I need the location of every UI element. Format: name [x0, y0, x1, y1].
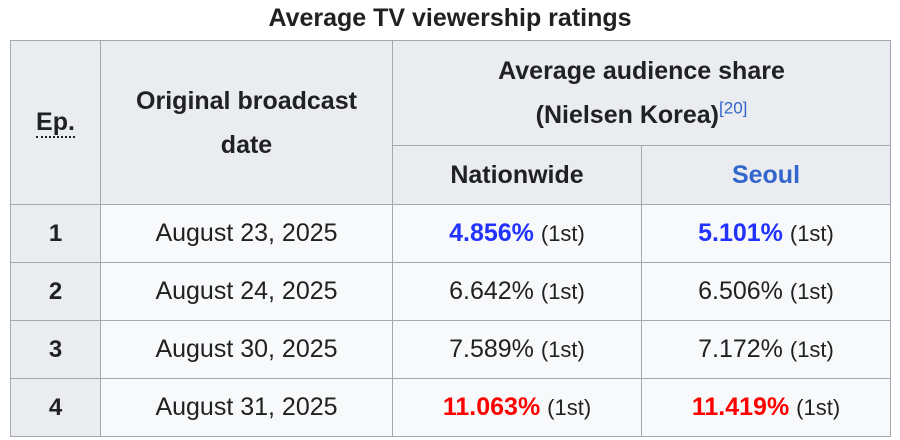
reference-link[interactable]: [20] [719, 98, 748, 118]
nationwide-cell: 7.589% (1st) [392, 320, 642, 379]
header-row-sub: Nationwide Seoul [11, 145, 891, 205]
seoul-value-lowest: 5.101% [698, 219, 783, 247]
table-caption: Average TV viewership ratings [268, 4, 632, 32]
date-cell: August 30, 2025 [100, 320, 393, 379]
nationwide-cell: 11.063% (1st) [392, 378, 642, 437]
seoul-value: 7.172% [698, 335, 783, 363]
nationwide-value-lowest: 4.856% [449, 219, 534, 247]
nationwide-value: 7.589% [449, 335, 534, 363]
seoul-rank: (1st) [789, 337, 834, 362]
seoul-cell: 7.172% (1st) [641, 320, 891, 379]
audience-header: Average audience share (Nielsen Korea)[2… [392, 40, 891, 146]
nationwide-rank: (1st) [547, 395, 592, 420]
ep-cell: 3 [10, 320, 101, 379]
date-cell: August 24, 2025 [100, 262, 393, 321]
date-cell: August 23, 2025 [100, 204, 393, 263]
audience-header-line1: Average audience share [498, 57, 785, 85]
nationwide-header: Nationwide [392, 145, 642, 205]
seoul-value: 6.506% [698, 277, 783, 305]
table-row: 4 August 31, 2025 11.063% (1st) 11.419% … [10, 378, 891, 437]
audience-header-line2-wrap: (Nielsen Korea)[20] [393, 93, 890, 137]
table-row: 2 August 24, 2025 6.642% (1st) 6.506% (1… [10, 262, 891, 321]
seoul-value-highest: 11.419% [691, 393, 790, 421]
nationwide-rank: (1st) [540, 279, 585, 304]
seoul-cell: 11.419% (1st) [641, 378, 891, 437]
seoul-rank: (1st) [789, 279, 834, 304]
date-cell: August 31, 2025 [100, 378, 393, 437]
date-header: Original broadcast date [100, 40, 393, 205]
ratings-table: Ep. Original broadcast date Average audi… [10, 40, 891, 437]
nationwide-cell: 4.856% (1st) [392, 204, 642, 263]
nationwide-rank: (1st) [540, 337, 585, 362]
ep-header-abbr[interactable]: Ep. [36, 107, 75, 138]
audience-header-line2: (Nielsen Korea) [535, 101, 720, 129]
seoul-rank: (1st) [789, 221, 834, 246]
nationwide-cell: 6.642% (1st) [392, 262, 642, 321]
date-header-line1: Original broadcast [136, 86, 357, 115]
nationwide-rank: (1st) [540, 221, 585, 246]
seoul-cell: 6.506% (1st) [641, 262, 891, 321]
seoul-header-link[interactable]: Seoul [641, 145, 891, 205]
seoul-cell: 5.101% (1st) [641, 204, 891, 263]
ep-cell: 1 [10, 204, 101, 263]
ep-cell: 4 [10, 378, 101, 437]
seoul-rank: (1st) [796, 395, 841, 420]
ep-cell: 2 [10, 262, 101, 321]
table-row: 3 August 30, 2025 7.589% (1st) 7.172% (1… [10, 320, 891, 379]
ep-header: Ep. [10, 40, 101, 205]
nationwide-value: 6.642% [449, 277, 534, 305]
table-row: 1 August 23, 2025 4.856% (1st) 5.101% (1… [10, 204, 891, 263]
date-header-line2: date [220, 130, 273, 159]
nationwide-value-highest: 11.063% [442, 393, 541, 421]
header-row-top: Ep. Original broadcast date Average audi… [10, 40, 891, 205]
